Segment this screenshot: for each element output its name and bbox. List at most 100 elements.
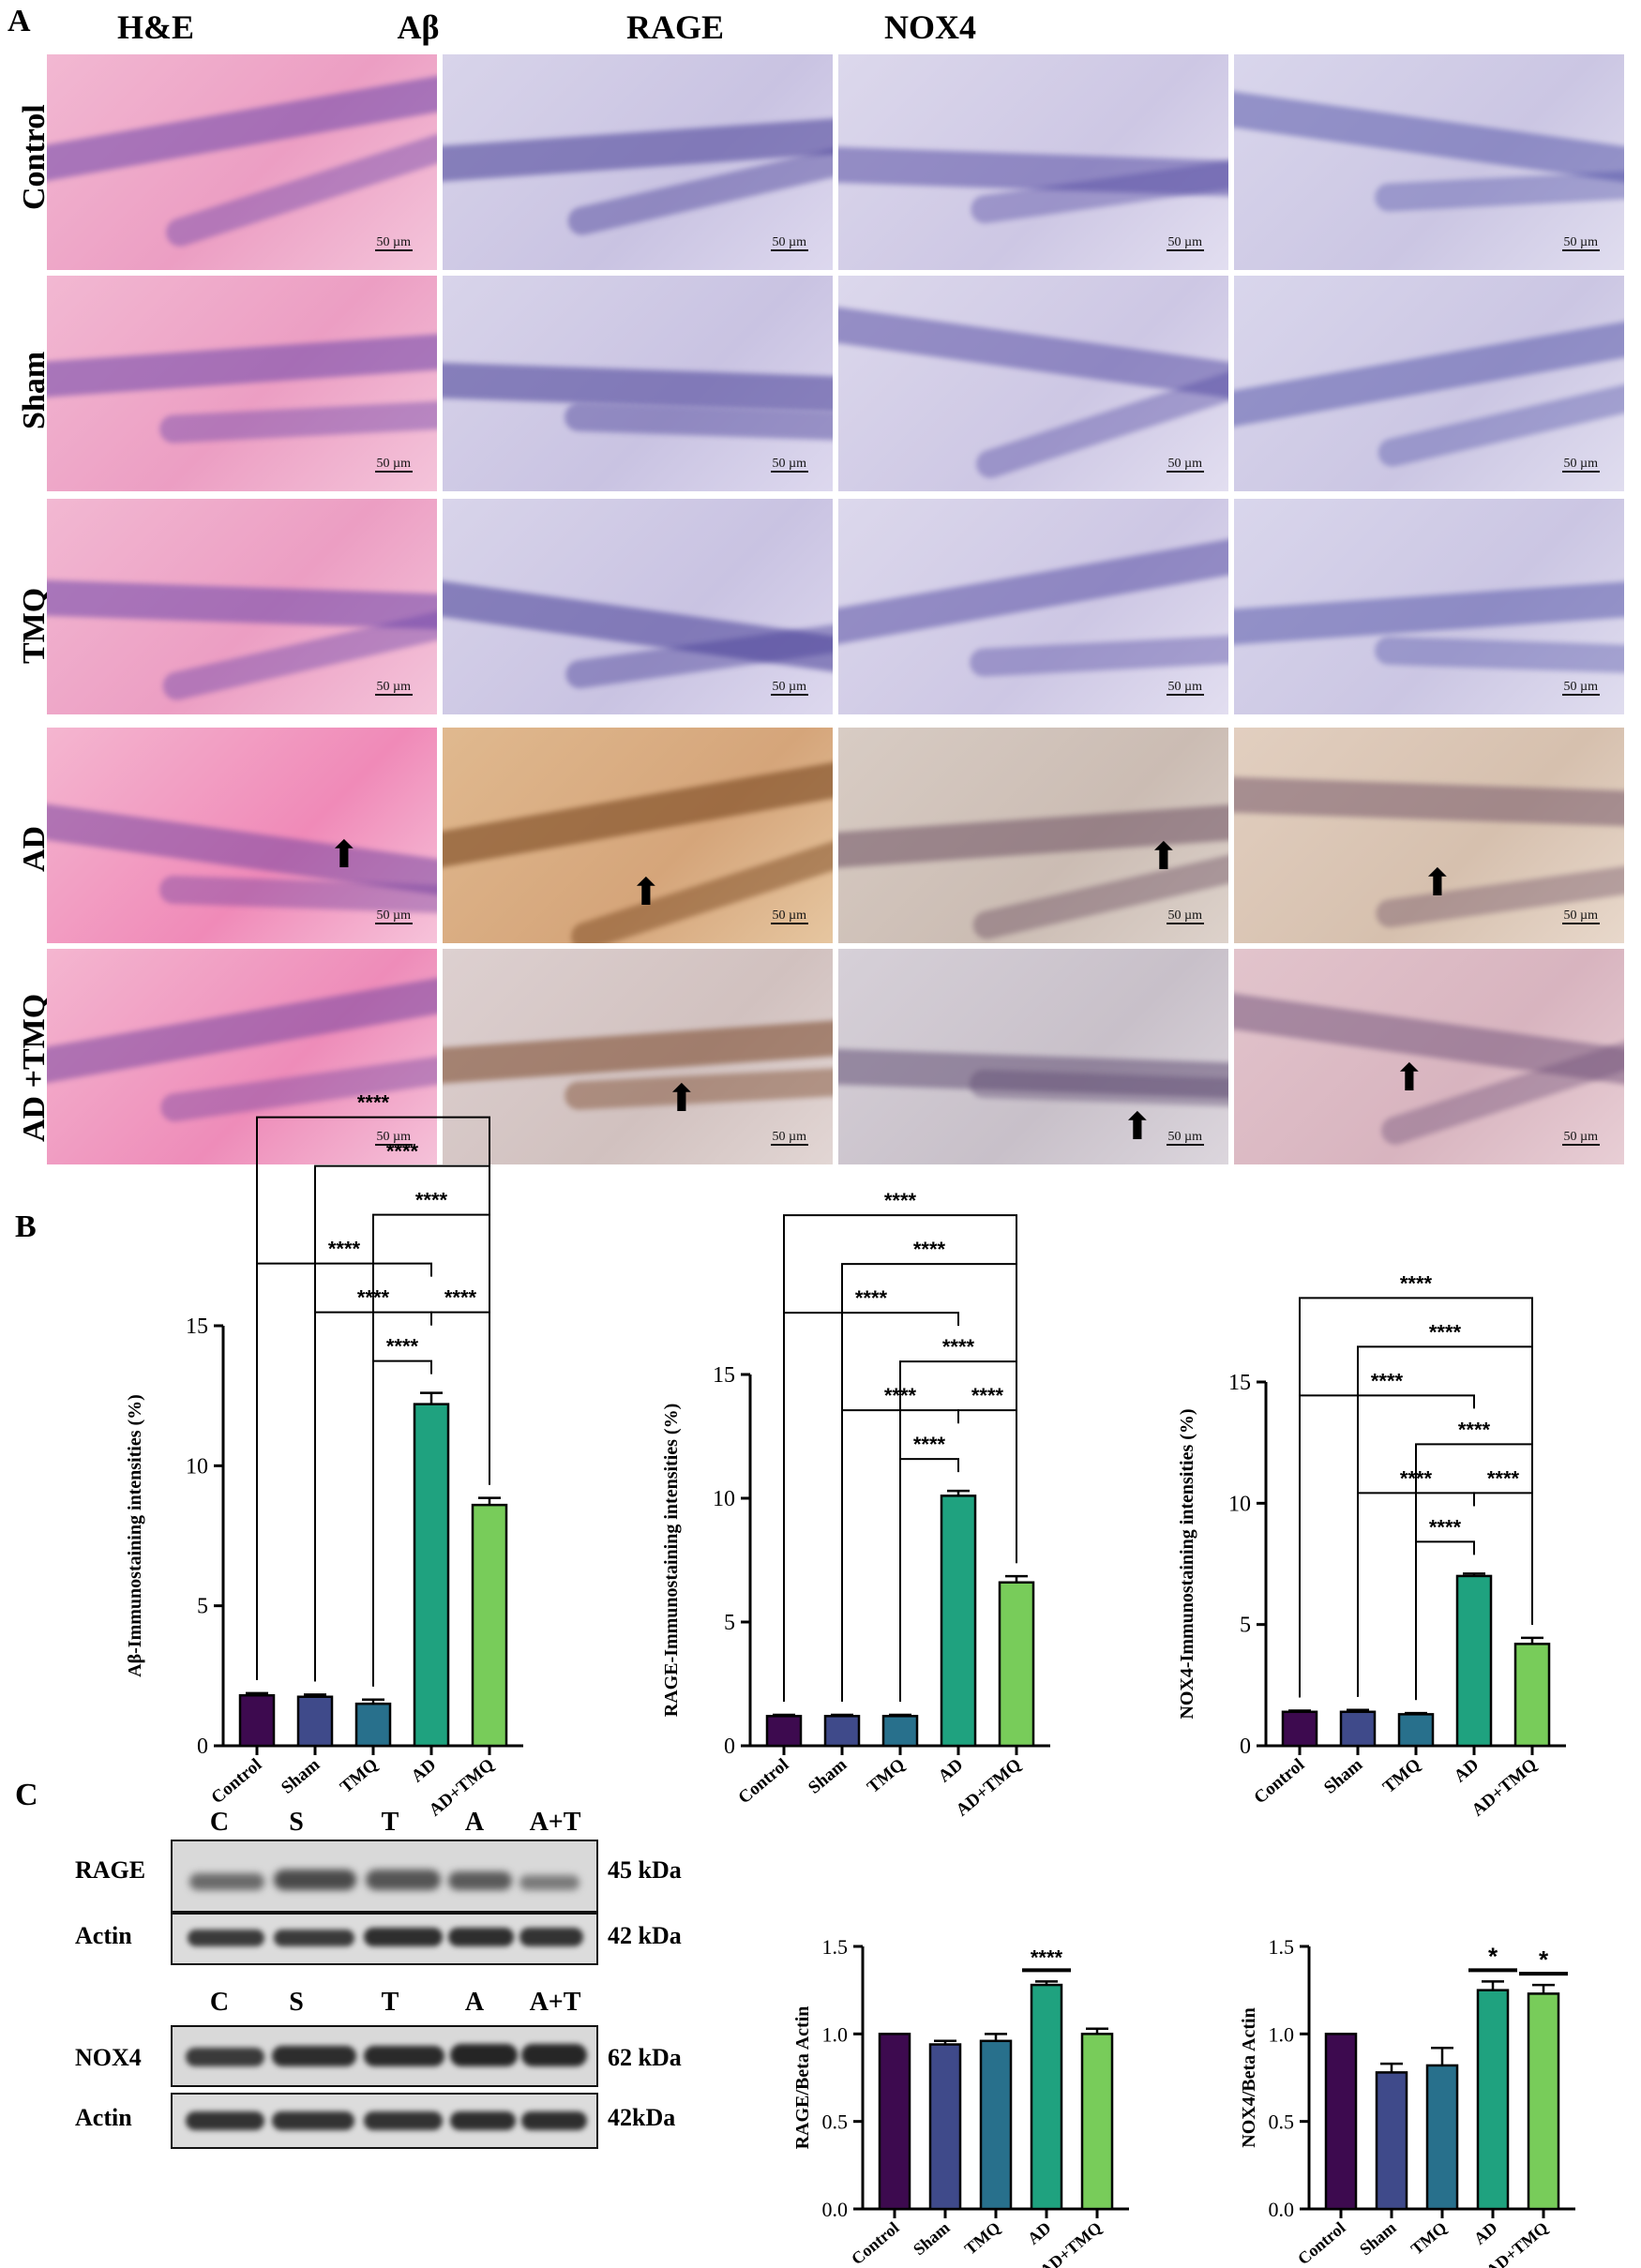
bar	[881, 1715, 919, 1748]
blot-bottom-lane-at: A+T	[529, 1988, 581, 2017]
y-tick-label: 1.0	[1269, 2022, 1295, 2046]
y-tick-label: 0.5	[1269, 2110, 1295, 2134]
significance-label: ****	[386, 1335, 419, 1359]
bar	[1455, 1574, 1493, 1748]
x-tick-label: AD+TMQ	[953, 1755, 1026, 1821]
significance-label: ****	[357, 1091, 390, 1115]
scale-bar: 50 µm	[770, 909, 808, 924]
scale-bar: 50 µm	[1561, 1130, 1600, 1146]
micrograph: 50 µm ⬆	[443, 728, 833, 943]
arrow-up-icon: ⬆	[630, 871, 662, 914]
column-header-abeta: Aβ	[397, 8, 440, 46]
scale-bar: 50 µm	[374, 909, 413, 924]
micrograph: 50 µm ⬆	[1234, 949, 1624, 1164]
micrograph: 50 µm	[1234, 276, 1624, 491]
scale-bar: 50 µm	[374, 457, 413, 473]
blot-band	[186, 2048, 264, 2066]
blot-band	[189, 1873, 264, 1890]
bar	[1080, 2033, 1114, 2211]
blot-band	[272, 2046, 356, 2066]
bar	[1281, 1710, 1318, 1748]
significance-bracket	[1473, 1492, 1533, 1507]
significance-label: ****	[913, 1433, 946, 1456]
micrograph: 50 µm	[838, 499, 1228, 714]
y-tick-label: 0.0	[822, 2198, 849, 2221]
bar	[998, 1581, 1035, 1748]
micrograph: 50 µm	[443, 54, 833, 270]
bar	[1425, 2064, 1459, 2211]
x-tick-label: TMQ	[864, 1755, 909, 1797]
y-tick-label: 5	[1240, 1614, 1251, 1638]
micrograph: 50 µm	[838, 276, 1228, 491]
significance-label: ****	[1400, 1271, 1433, 1295]
blot-band	[521, 2044, 587, 2066]
significance-label: ****	[913, 1238, 946, 1261]
y-tick-label: 5	[724, 1611, 735, 1635]
significance-label: ****	[1458, 1418, 1491, 1441]
blot-band	[364, 1928, 443, 1946]
blot-band	[366, 1870, 441, 1890]
micrograph: 50 µm	[47, 499, 437, 714]
x-tick-label: Control	[1250, 1755, 1308, 1809]
y-tick-label: 0	[197, 1735, 208, 1759]
scale-bar: 50 µm	[770, 235, 808, 251]
kda-rage: 45 kDa	[608, 1856, 682, 1884]
scale-bar: 50 µm	[1561, 680, 1600, 696]
y-axis-label: RAGE/Beta Actin	[792, 2006, 813, 2150]
column-header-he: H&E	[116, 8, 194, 46]
bar	[238, 1693, 276, 1748]
blot-rage	[171, 1840, 598, 1913]
y-tick-label: 1.0	[822, 2022, 849, 2046]
x-tick-label: Control	[848, 2218, 903, 2268]
arrow-up-icon: ⬆	[1422, 862, 1453, 905]
y-tick-label: 0.0	[1269, 2198, 1295, 2221]
blot-actin-top	[171, 1913, 598, 1965]
panel-b-letter: B	[15, 1209, 37, 1244]
micrograph: 50 µm ⬆	[443, 949, 833, 1164]
y-tick-label: 5	[197, 1595, 208, 1619]
column-header-rage: RAGE	[625, 8, 724, 46]
micrograph: 50 µm ⬆	[838, 949, 1228, 1164]
arrow-up-icon: ⬆	[1393, 1057, 1425, 1100]
significance-bracket	[1299, 1394, 1475, 1698]
kda-actin-bottom: 42kDa	[608, 2104, 676, 2131]
micrograph: 50 µm ⬆	[1234, 728, 1624, 943]
blot-band	[272, 2111, 354, 2130]
blot-band	[274, 1930, 354, 1946]
bar	[823, 1715, 861, 1748]
y-tick-label: 0	[1240, 1735, 1251, 1759]
significance-label: ****	[1487, 1466, 1520, 1490]
x-tick-label: AD+TMQ	[1468, 1755, 1542, 1821]
scale-bar: 50 µm	[1561, 235, 1600, 251]
significance-bracket	[783, 1214, 1017, 1702]
y-tick-label: 10	[713, 1487, 735, 1511]
arrow-up-icon: ⬆	[328, 834, 360, 877]
column-header-nox4: NOX4	[884, 8, 976, 46]
significance-label: ****	[444, 1286, 477, 1310]
x-tick-label: Sham	[910, 2218, 954, 2260]
scale-bar: 50 µm	[374, 1130, 413, 1146]
blot-band	[364, 2111, 443, 2130]
x-tick-label: TMQ	[337, 1755, 382, 1797]
blot-band	[450, 2111, 516, 2130]
scale-bar: 50 µm	[770, 457, 808, 473]
y-axis-label: NOX4-Immunostaining intensities (%)	[1177, 1408, 1197, 1719]
significance-label: *	[1488, 1942, 1498, 1970]
x-tick-label: TMQ	[961, 2218, 1004, 2259]
x-tick-label: Control	[734, 1755, 792, 1809]
blot-band	[448, 1928, 514, 1946]
blot-band	[519, 1875, 580, 1890]
bar	[1339, 1710, 1377, 1748]
panel-c-letter: C	[15, 1778, 38, 1812]
bar	[1397, 1713, 1435, 1748]
x-tick-label: TMQ	[1379, 1755, 1424, 1797]
blot-top-lane-a: A	[464, 1808, 485, 1837]
significance-label: ****	[1371, 1369, 1404, 1392]
bar	[354, 1702, 392, 1748]
y-tick-label: 15	[713, 1363, 735, 1388]
bar	[928, 2043, 962, 2211]
arrow-up-icon: ⬆	[1122, 1105, 1153, 1149]
significance-label: ****	[942, 1335, 975, 1359]
